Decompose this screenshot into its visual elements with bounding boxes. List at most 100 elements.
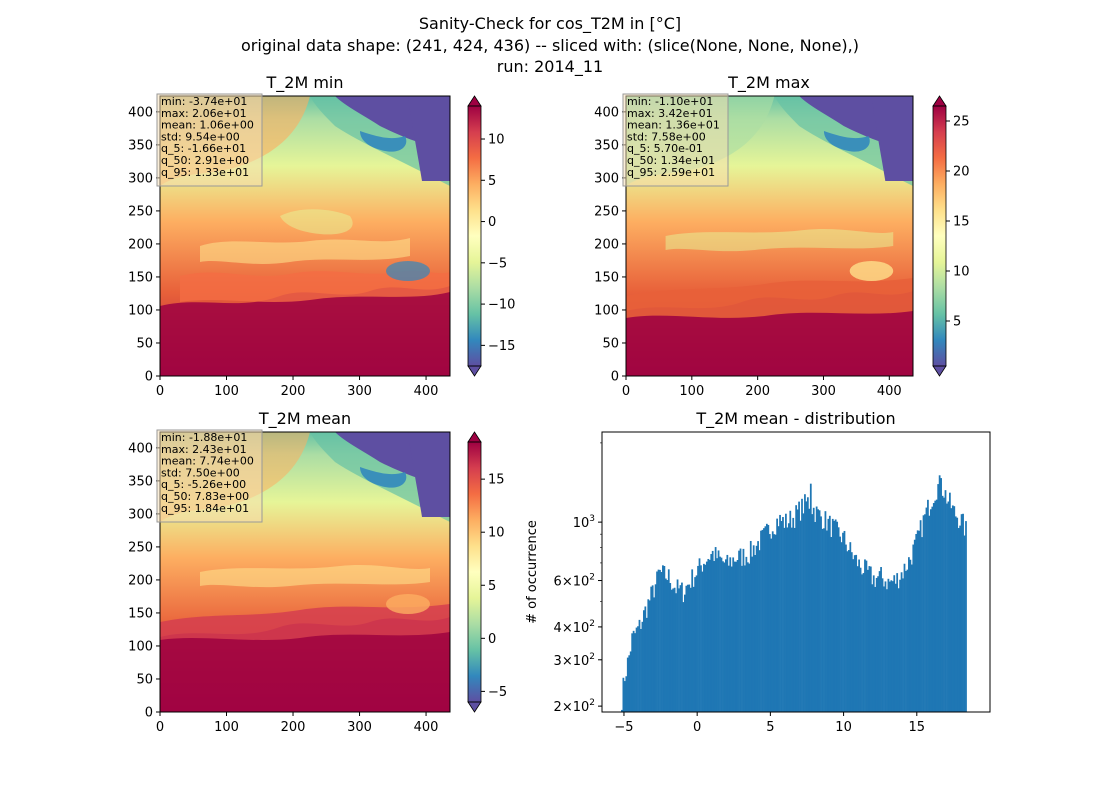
histogram-bar: [963, 535, 966, 712]
x-tick-label: 300: [811, 384, 836, 399]
y-tick-label: 150: [594, 270, 619, 285]
colorbar-tick-label: 5: [488, 579, 496, 594]
histogram-bar: [771, 531, 774, 712]
histogram-bar: [716, 558, 718, 712]
y-tick-label: 200: [128, 237, 153, 252]
histogram-bar: [720, 557, 723, 712]
histogram-bar: [659, 569, 661, 712]
histogram-bar: [761, 529, 764, 712]
histogram-bar: [853, 555, 856, 712]
histogram-bar: [626, 657, 629, 712]
histogram-bar: [864, 559, 866, 712]
colorbar-frame: [467, 105, 482, 367]
histogram-bar: [698, 558, 701, 712]
histogram-bar: [742, 548, 745, 712]
histogram-bar: [878, 571, 881, 712]
histogram-bar: [828, 515, 831, 712]
y-tick-label: 250: [594, 204, 619, 219]
histogram-bar: [768, 534, 771, 712]
colorbar-tick-label: 10: [488, 526, 505, 541]
x-tick-label: 400: [414, 384, 439, 399]
colorbar-tick-label: 25: [953, 115, 970, 130]
histogram-bar: [629, 651, 632, 712]
histogram-bar: [959, 525, 962, 712]
colorbar-extend-low: [932, 365, 947, 377]
histogram-bar: [908, 557, 910, 712]
histogram-bar: [798, 501, 800, 712]
histogram-bar: [928, 515, 931, 712]
histogram-bar: [782, 517, 784, 712]
histogram-bar: [868, 566, 871, 712]
histogram-bar: [741, 565, 743, 712]
histogram-bar: [758, 550, 761, 712]
map-panel-min: T_2M min: [159, 73, 451, 377]
histogram-bar: [874, 586, 877, 712]
histogram-bar: [714, 547, 717, 712]
histogram-bar: [623, 681, 626, 712]
histogram-bar: [915, 534, 918, 712]
y-tick-label: 200: [128, 573, 153, 588]
histogram-bar: [954, 516, 957, 712]
histogram-bar: [726, 554, 729, 712]
histogram-bar: [660, 572, 663, 712]
histogram-bar: [711, 550, 714, 712]
histogram-bar: [765, 523, 768, 712]
histogram-bar: [884, 581, 887, 712]
histogram-bar: [869, 566, 872, 712]
histogram-bar: [745, 556, 748, 712]
histogram-bar: [887, 578, 890, 712]
histogram-bar: [830, 537, 833, 712]
histogram-bar: [732, 557, 735, 712]
histogram-bar: [634, 633, 636, 712]
histogram-bar: [836, 521, 839, 712]
histogram-bar: [847, 550, 850, 712]
y-tick-label: 300: [128, 171, 153, 186]
colorbar-extend-high: [467, 431, 482, 443]
histogram-bar: [812, 507, 815, 712]
colorbar-tick-label: 10: [953, 265, 970, 280]
colorbar-tick-label: 5: [953, 315, 961, 330]
y-tick-label: 300: [128, 507, 153, 522]
histogram-bar: [621, 709, 623, 712]
stats-line: std: 7.58e+00: [627, 130, 706, 143]
hist-x-tick-label: 15: [909, 720, 926, 735]
histogram-bar: [792, 517, 795, 712]
histogram-bars: [621, 475, 967, 712]
histogram-bar: [897, 588, 900, 712]
histogram-bar: [748, 563, 751, 712]
histogram-bar: [834, 519, 837, 712]
histogram-bar: [796, 509, 799, 712]
histogram-bar: [780, 521, 783, 712]
histogram-bar: [894, 583, 897, 712]
histogram-bar: [932, 503, 935, 712]
histogram-bar: [934, 500, 937, 712]
histogram-bar: [929, 509, 932, 712]
histogram-bar: [786, 527, 789, 712]
histogram-bar: [625, 676, 628, 712]
histogram-bar: [749, 540, 752, 712]
histogram-bar: [949, 492, 951, 712]
histogram-bar: [723, 562, 726, 712]
histogram-bar: [622, 677, 625, 712]
heatmap-min: [160, 96, 450, 376]
histogram-bar: [656, 571, 658, 712]
histogram-bar: [881, 578, 884, 712]
colorbar-tick-label: 15: [488, 473, 505, 488]
colorbar-max: [933, 106, 946, 366]
y-tick-label: 0: [611, 370, 619, 385]
histogram-panel: T_2M mean - distribution −5 0 5 10 15 2×102 3×…: [525, 409, 991, 735]
histogram-bar: [875, 577, 878, 712]
hist-y-tick-label: 103: [573, 514, 595, 531]
x-tick-label: 200: [745, 384, 770, 399]
histogram-bar: [849, 542, 852, 712]
histogram-bar: [808, 508, 811, 712]
histogram-bar: [647, 599, 650, 712]
histogram-bar: [950, 508, 953, 712]
histogram-bar: [862, 573, 865, 712]
histogram-bar: [941, 495, 944, 712]
histogram-bar: [859, 567, 862, 712]
histogram-bar: [789, 510, 792, 712]
histogram-bar: [676, 579, 679, 712]
stats-line: mean: 7.74e+00: [161, 455, 254, 468]
figure-title-line-2: original data shape: (241, 424, 436) -- …: [241, 36, 859, 55]
